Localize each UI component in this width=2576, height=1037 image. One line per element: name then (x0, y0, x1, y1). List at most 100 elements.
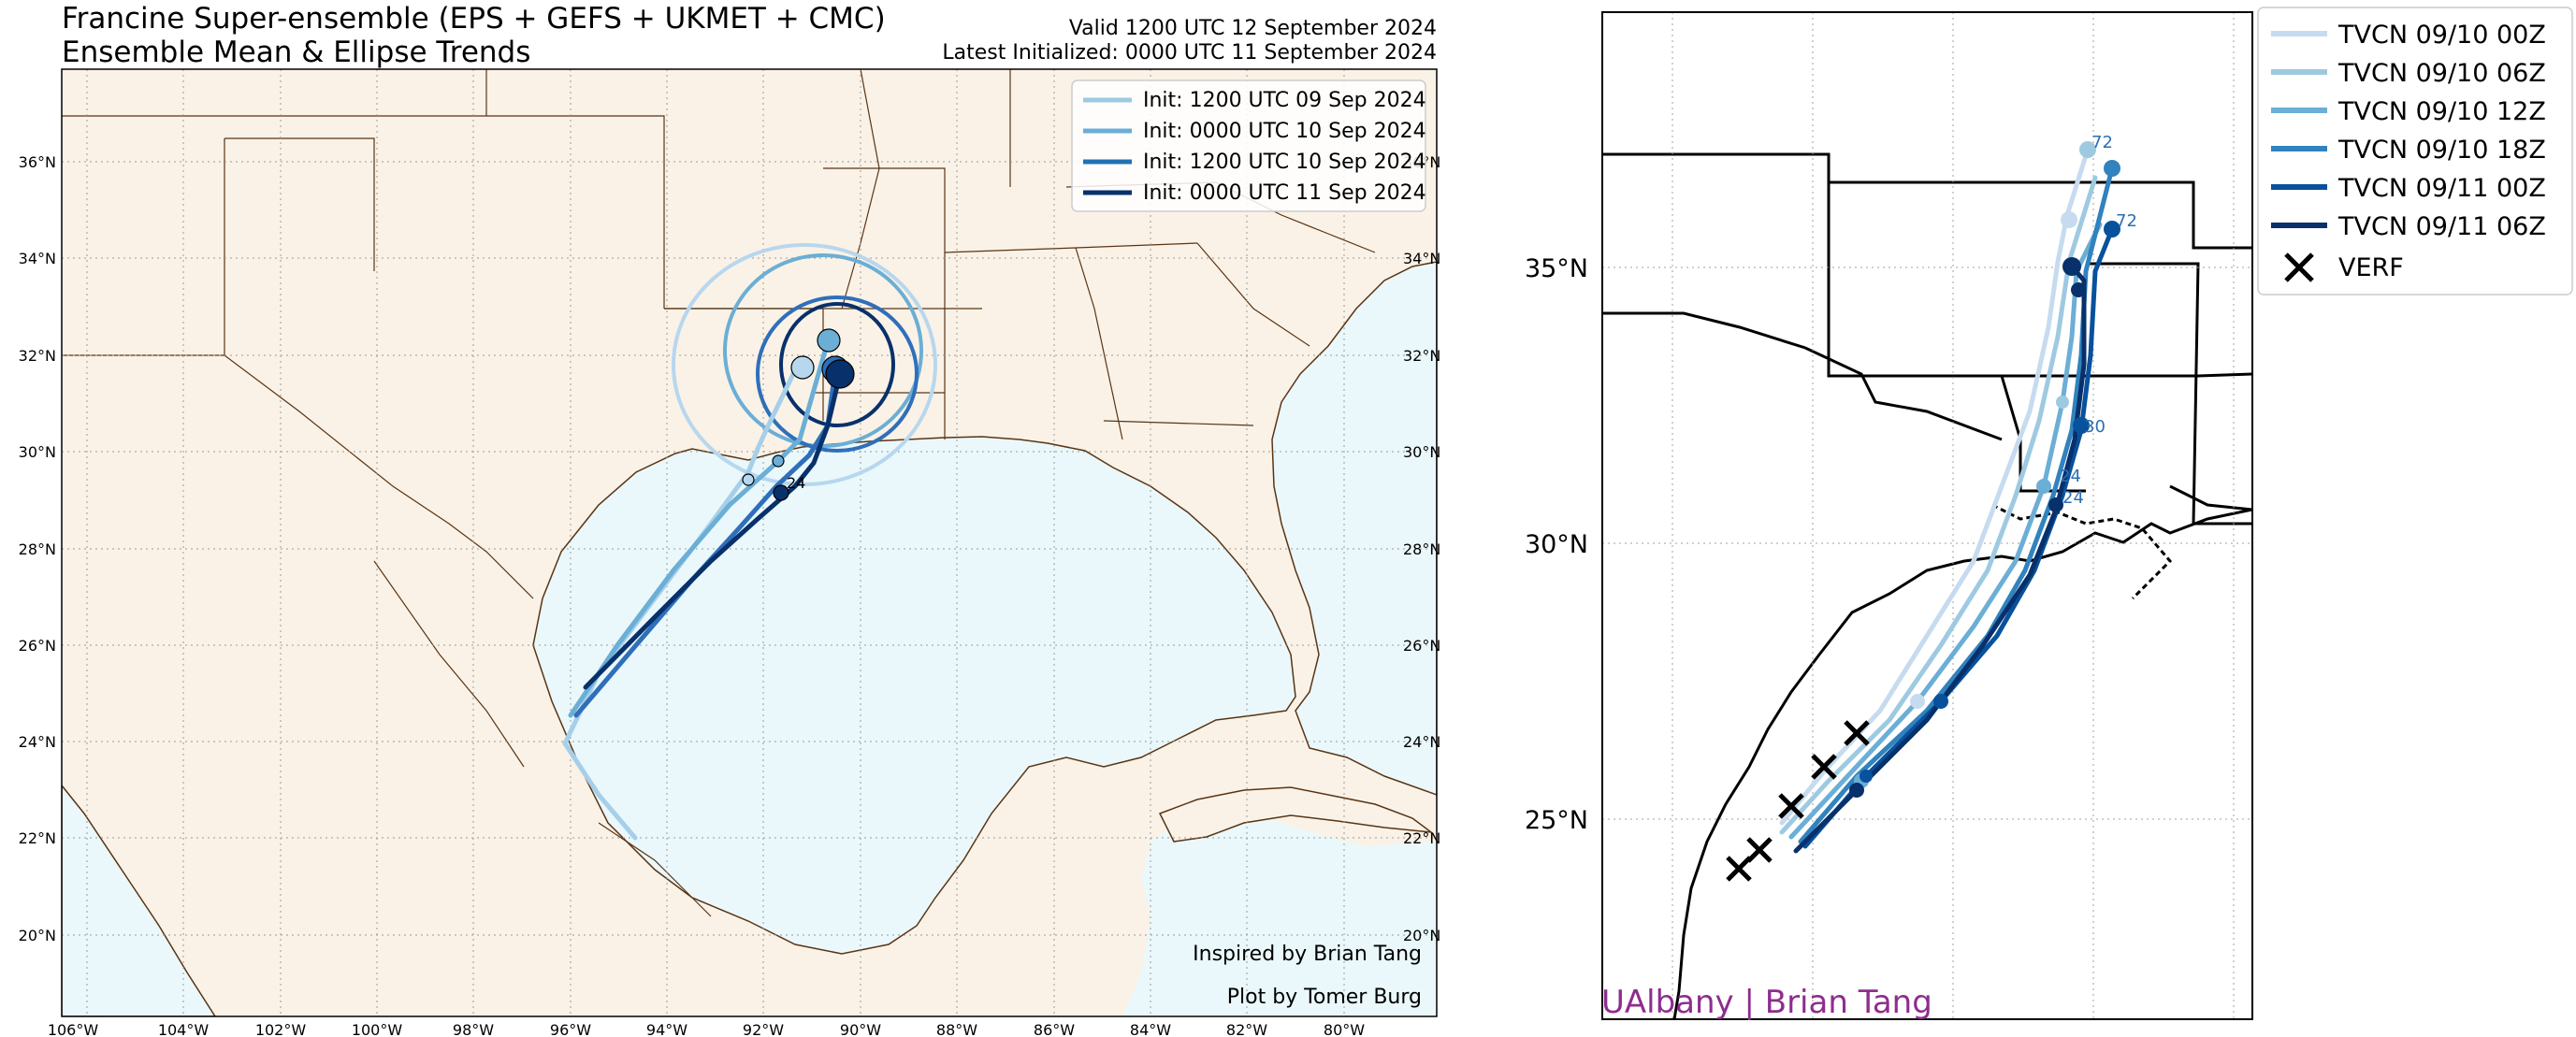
verf-marker (1811, 754, 1837, 780)
valid-time-block: Valid 1200 UTC 12 September 2024 Latest … (942, 17, 1437, 65)
init-legend: Init: 1200 UTC 09 Sep 2024 Init: 0000 UT… (1071, 79, 1426, 212)
tvcn-legend: TVCN 09/10 00Z TVCN 09/10 06Z TVCN 09/10… (2257, 7, 2573, 295)
verf-marker (1726, 856, 1752, 882)
tvcn-legend-entry: TVCN 09/10 18Z (2271, 136, 2546, 165)
lat-tick: 22°N (19, 829, 56, 847)
ellipse-init-10sep-12z (756, 295, 919, 453)
tvcn-point (2062, 257, 2081, 276)
lon-tick: 86°W (1034, 1021, 1075, 1037)
credit-plot: Plot by Tomer Burg (1227, 986, 1422, 1009)
lat-tick: 28°N (1403, 540, 1440, 558)
forecast-label: 30 (2084, 417, 2106, 437)
ellipse-init-10sep-00z (723, 253, 923, 448)
tvcn-point (2036, 479, 2051, 494)
init-legend-entry: Init: 1200 UTC 10 Sep 2024 (1083, 151, 1426, 174)
valid-time: Valid 1200 UTC 12 September 2024 (1068, 17, 1437, 40)
legend-label: TVCN 09/11 06Z (2337, 212, 2546, 241)
right-map-frame (1601, 11, 2253, 1020)
tvcn-tracks (1779, 147, 2115, 854)
legend-label: TVCN 09/11 00Z (2337, 174, 2546, 203)
point-11sep-00z (825, 359, 855, 389)
tvcn-point (2048, 497, 2063, 512)
lat-tick: 30°N (19, 443, 56, 461)
tvcn-legend-entry: TVCN 09/11 00Z (2271, 174, 2546, 203)
lon-tick: 104°W (158, 1021, 210, 1037)
forecast-hour-label: 24 (787, 474, 805, 492)
lat-tick: 26°N (1403, 637, 1440, 655)
lon-tick: 88°W (936, 1021, 977, 1037)
lat-tick: 36°N (19, 153, 56, 171)
tvcn-legend-entry: TVCN 09/10 06Z (2271, 59, 2546, 88)
track-tvcn-0911-06z (1793, 264, 2087, 854)
tvcn-point (1910, 694, 1925, 709)
lat-tick: 30°N (1403, 443, 1440, 461)
tvcn-point (2061, 211, 2077, 228)
lon-tick-labels: 106°W 104°W 102°W 100°W 98°W 96°W 94°W 9… (48, 1021, 1365, 1037)
verf-markers (1726, 720, 1870, 882)
right-map: 72 72 30 24 24 25°N 30°N 35°N UAlbany | … (1525, 7, 2573, 1021)
point-24h-c (773, 484, 789, 501)
point-10sep-00z (817, 328, 841, 353)
tvcn-points (1849, 141, 2120, 798)
lat-tick: 22°N (1403, 829, 1440, 847)
credit-inspired: Inspired by Brian Tang (1193, 943, 1422, 966)
track-tvcn-0910-06z (1779, 175, 2098, 835)
tvcn-point (2073, 417, 2090, 434)
plot-title: Francine Super-ensemble (EPS + GEFS + UK… (62, 2, 886, 69)
lat-tick: 28°N (19, 540, 56, 558)
lon-tick: 82°W (1226, 1021, 1267, 1037)
verf-marker (1746, 837, 1773, 863)
verf-legend-icon (2284, 252, 2314, 282)
tvcn-point (2079, 141, 2096, 158)
track-init-10sep-00z (568, 338, 831, 718)
ellipse-init-11sep-00z (779, 302, 895, 427)
point-24h-a (742, 473, 755, 486)
right-louisiana-coast (1991, 503, 2173, 600)
pacific-ocean (62, 784, 216, 1016)
lon-tick: 96°W (550, 1021, 591, 1037)
tvcn-legend-entry: VERF (2284, 252, 2404, 282)
track-init-11sep-00z (583, 371, 843, 690)
lat-tick: 20°N (19, 927, 56, 944)
tvcn-legend-entry: TVCN 09/11 06Z (2271, 212, 2546, 241)
forecast-label: 72 (2116, 211, 2137, 231)
lat-tick: 34°N (1403, 250, 1440, 267)
legend-label: Init: 0000 UTC 10 Sep 2024 (1143, 120, 1426, 143)
caribbean-sea (1122, 804, 1437, 1016)
point-09sep-12z (790, 355, 815, 380)
legend-label: TVCN 09/10 18Z (2337, 136, 2546, 165)
lat-tick: 32°N (1403, 347, 1440, 365)
plot-title-line2: Ensemble Mean & Ellipse Trends (62, 36, 531, 69)
latest-initialized: Latest Initialized: 0000 UTC 11 Septembe… (942, 41, 1437, 65)
ualbany-watermark: UAlbany | Brian Tang (1601, 984, 1932, 1021)
lon-tick: 94°W (646, 1021, 687, 1037)
left-map-frame (61, 68, 1438, 1017)
right-graticule (1602, 12, 2252, 1019)
right-map-background (1602, 12, 2252, 1019)
legend-label: Init: 1200 UTC 09 Sep 2024 (1143, 89, 1426, 112)
lon-tick: 80°W (1324, 1021, 1365, 1037)
verf-marker (1778, 793, 1804, 819)
verf-marker (1844, 720, 1870, 746)
legend-label: TVCN 09/10 06Z (2337, 59, 2546, 88)
lon-tick: 102°W (255, 1021, 307, 1037)
tvcn-point (1849, 783, 1864, 798)
lon-tick: 106°W (48, 1021, 99, 1037)
lat-tick: 35°N (1525, 254, 1588, 283)
legend-label: Init: 0000 UTC 11 Sep 2024 (1143, 181, 1426, 205)
forecast-label: 24 (2062, 488, 2084, 508)
lat-tick: 24°N (19, 733, 56, 751)
tvcn-point (2104, 221, 2120, 238)
plot-title-line1: Francine Super-ensemble (EPS + GEFS + UK… (62, 2, 886, 36)
lat-tick: 32°N (19, 347, 56, 365)
legend-label: VERF (2338, 253, 2404, 282)
tvcn-point (2104, 160, 2120, 177)
tvcn-point (2056, 396, 2069, 409)
uncertainty-ellipses (672, 243, 937, 486)
lat-tick: 20°N (1403, 927, 1440, 944)
legend-label: TVCN 09/10 12Z (2337, 97, 2546, 126)
legend-label: Init: 1200 UTC 10 Sep 2024 (1143, 151, 1426, 174)
tvcn-point (1860, 770, 1873, 783)
left-map: 24 106°W 104°W 102°W 100°W 98°W 96°W 94°… (19, 68, 1440, 1037)
tvcn-forecast-labels: 72 72 30 24 24 (2060, 133, 2137, 508)
